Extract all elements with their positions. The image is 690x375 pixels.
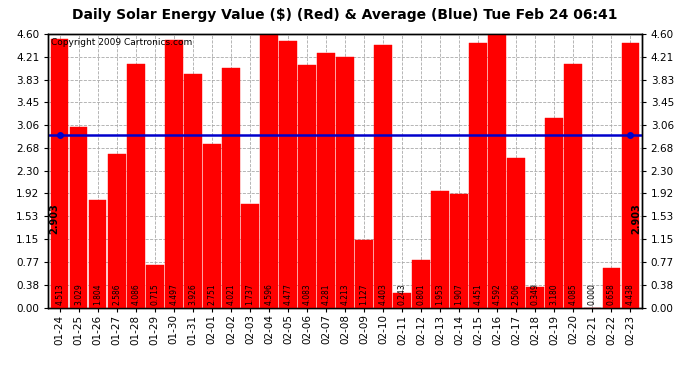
Bar xyxy=(355,240,373,308)
Text: Daily Solar Energy Value ($) (Red) & Average (Blue) Tue Feb 24 06:41: Daily Solar Energy Value ($) (Red) & Ave… xyxy=(72,8,618,21)
Bar xyxy=(374,45,392,308)
Text: 2.586: 2.586 xyxy=(112,284,121,305)
Bar xyxy=(489,34,506,308)
Bar xyxy=(203,144,221,308)
Bar xyxy=(222,68,239,308)
Text: 0.658: 0.658 xyxy=(607,284,615,305)
Text: 4.213: 4.213 xyxy=(340,284,350,305)
Bar xyxy=(298,64,316,308)
Bar xyxy=(413,260,430,308)
Bar xyxy=(70,127,88,308)
Bar xyxy=(602,268,620,308)
Text: 3.926: 3.926 xyxy=(188,284,197,305)
Bar xyxy=(127,64,144,308)
Text: 4.438: 4.438 xyxy=(626,284,635,305)
Bar xyxy=(622,44,639,308)
Bar xyxy=(165,40,183,308)
Text: 4.083: 4.083 xyxy=(302,284,311,305)
Bar xyxy=(260,34,277,308)
Text: 0.715: 0.715 xyxy=(150,284,159,305)
Bar xyxy=(526,287,544,308)
Text: 0.243: 0.243 xyxy=(397,284,406,305)
Text: 4.281: 4.281 xyxy=(322,284,331,305)
Text: 4.497: 4.497 xyxy=(169,283,178,305)
Bar xyxy=(279,41,297,308)
Bar xyxy=(317,53,335,307)
Bar xyxy=(241,204,259,308)
Text: 0.000: 0.000 xyxy=(588,283,597,305)
Text: 2.506: 2.506 xyxy=(512,284,521,305)
Bar xyxy=(89,200,106,308)
Text: 4.021: 4.021 xyxy=(226,284,235,305)
Bar xyxy=(393,293,411,308)
Text: 2.903: 2.903 xyxy=(49,203,59,234)
Text: 0.349: 0.349 xyxy=(531,283,540,305)
Bar xyxy=(564,64,582,308)
Text: Copyright 2009 Cartronics.com: Copyright 2009 Cartronics.com xyxy=(51,38,193,47)
Text: 4.477: 4.477 xyxy=(284,283,293,305)
Text: 1.127: 1.127 xyxy=(359,284,368,305)
Bar xyxy=(431,191,449,308)
Text: 3.029: 3.029 xyxy=(75,284,83,305)
Text: 4.451: 4.451 xyxy=(473,284,482,305)
Text: 1.953: 1.953 xyxy=(435,284,444,305)
Text: 4.403: 4.403 xyxy=(379,283,388,305)
Text: 1.804: 1.804 xyxy=(93,284,102,305)
Text: 1.907: 1.907 xyxy=(455,284,464,305)
Bar xyxy=(507,158,525,308)
Bar xyxy=(469,43,487,308)
Bar xyxy=(184,74,201,308)
Text: 3.180: 3.180 xyxy=(550,284,559,305)
Text: 1.737: 1.737 xyxy=(246,284,255,305)
Text: 4.592: 4.592 xyxy=(493,284,502,305)
Bar xyxy=(451,194,468,308)
Text: 0.801: 0.801 xyxy=(417,284,426,305)
Bar xyxy=(546,118,563,308)
Text: 4.086: 4.086 xyxy=(131,284,140,305)
Bar xyxy=(108,154,126,308)
Text: 2.903: 2.903 xyxy=(631,203,641,234)
Bar xyxy=(146,265,164,308)
Text: 4.596: 4.596 xyxy=(264,283,273,305)
Text: 4.513: 4.513 xyxy=(55,284,64,305)
Bar xyxy=(51,39,68,308)
Text: 4.085: 4.085 xyxy=(569,284,578,305)
Text: 2.751: 2.751 xyxy=(208,284,217,305)
Bar xyxy=(336,57,354,308)
